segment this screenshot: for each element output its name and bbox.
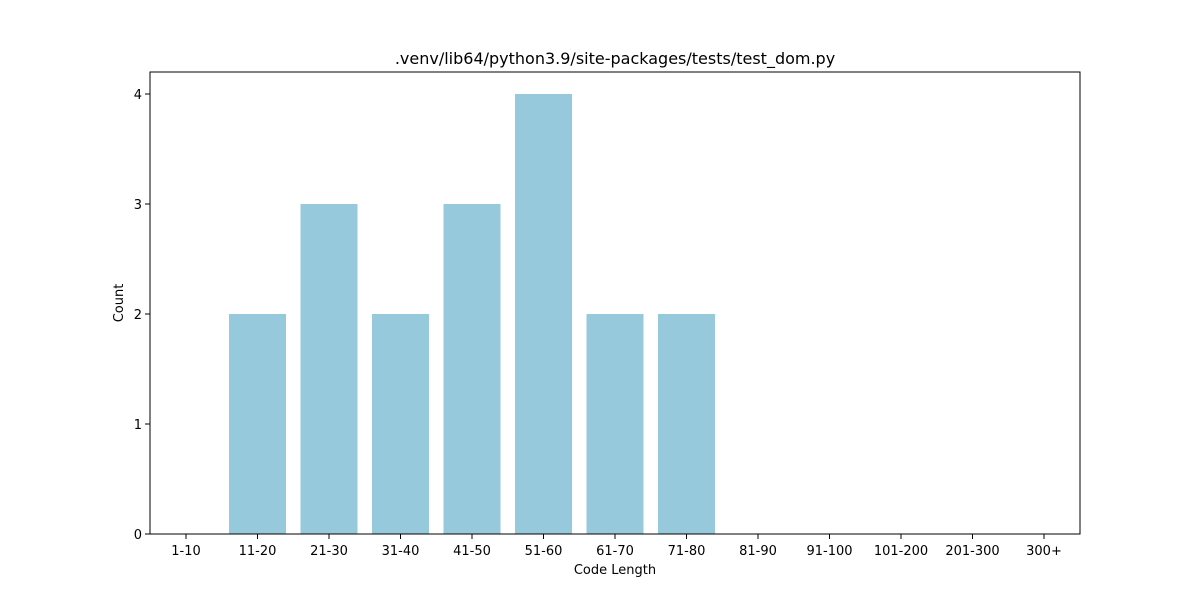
x-tick-label: 91-100: [806, 544, 852, 559]
x-tick-label: 300+: [1026, 544, 1062, 559]
chart-title: .venv/lib64/python3.9/site-packages/test…: [395, 49, 835, 69]
plot-frame: [149, 71, 1081, 535]
y-tick-label: 3: [134, 198, 142, 213]
x-tick-label: 11-20: [239, 544, 277, 559]
bar-31-40: [372, 314, 429, 534]
bar-71-80: [658, 314, 715, 534]
bar-11-20: [229, 314, 286, 534]
y-axis-label: Count: [112, 284, 127, 323]
y-tick-label: 2: [134, 308, 142, 323]
x-tick-label: 201-300: [945, 544, 999, 559]
x-tick-label: 31-40: [382, 544, 420, 559]
bar-41-50: [443, 204, 501, 534]
y-tick-label: 0: [134, 528, 142, 543]
y-tick-label: 1: [134, 418, 142, 433]
y-tick-label: 4: [134, 88, 142, 103]
x-tick-label: 51-60: [525, 544, 563, 559]
bar-21-30: [300, 204, 358, 534]
x-tick-label: 101-200: [874, 544, 928, 559]
x-tick-label: 81-90: [739, 544, 777, 559]
y-axis-ticks: 0 1 2 3 4: [134, 88, 150, 543]
bar-61-70: [586, 314, 644, 534]
x-tick-label: 61-70: [596, 544, 634, 559]
x-tick-label: 41-50: [453, 544, 491, 559]
bar-51-60: [515, 94, 572, 534]
x-tick-label: 71-80: [668, 544, 706, 559]
x-axis-ticks: 1-10 11-20 21-30 31-40 41-50 51-60 61-70 71-80 8…: [171, 534, 1062, 559]
bars-group: [229, 94, 715, 534]
x-tick-label: 21-30: [310, 544, 348, 559]
x-axis-label: Code Length: [574, 563, 656, 578]
x-tick-label: 1-10: [171, 544, 201, 559]
